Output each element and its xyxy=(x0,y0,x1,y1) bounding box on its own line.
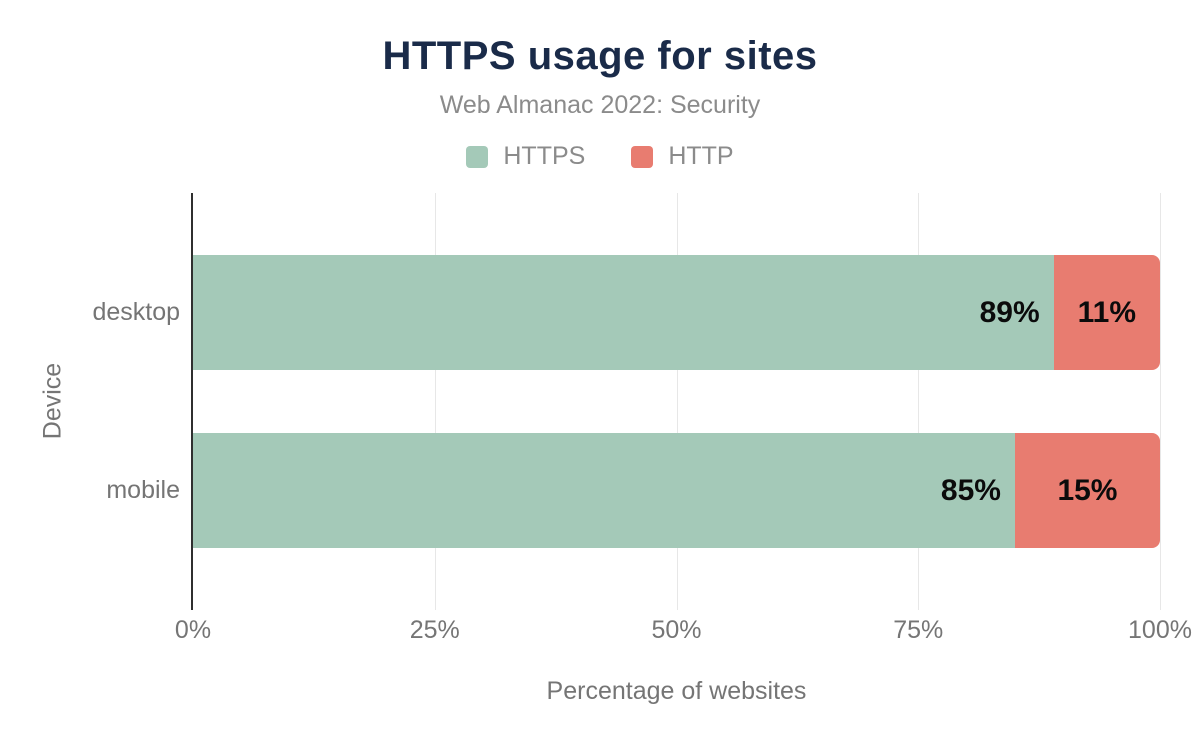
chart-subtitle: Web Almanac 2022: Security xyxy=(439,91,761,119)
legend-label: HTTP xyxy=(668,142,734,170)
bar-value-label: 85% xyxy=(940,473,1001,507)
bar-segment-https-mobile: 85% xyxy=(193,433,1015,548)
gridline xyxy=(676,193,678,610)
bar-value-label: 89% xyxy=(979,295,1040,329)
gridline xyxy=(1160,193,1161,610)
y-axis-title: Device xyxy=(38,362,67,440)
legend-item-http: HTTP xyxy=(631,142,734,171)
plot-area: 89% 11% 85% 15% xyxy=(191,193,1161,610)
y-axis-line xyxy=(191,193,193,610)
x-axis-title: Percentage of websites xyxy=(546,677,807,705)
x-tick-label: 75% xyxy=(893,616,944,644)
category-label-desktop: desktop xyxy=(92,298,180,326)
bar-value-label: 11% xyxy=(1077,295,1136,329)
bar-row-desktop: 89% 11% xyxy=(193,255,1160,370)
bar-row-mobile: 85% 15% xyxy=(193,433,1160,548)
legend: HTTPS HTTP xyxy=(0,142,1200,171)
legend-item-https: HTTPS xyxy=(466,142,585,171)
bar-value-label: 15% xyxy=(1057,473,1118,507)
x-tick-label: 0% xyxy=(174,616,212,644)
bar-segment-http-desktop: 11% xyxy=(1053,255,1160,370)
gridline xyxy=(434,193,436,610)
chart-title: HTTPS usage for sites xyxy=(382,34,818,78)
legend-swatch-http-icon xyxy=(631,145,654,168)
gridline xyxy=(918,193,920,610)
x-tick-label: 25% xyxy=(409,616,460,644)
legend-swatch-https-icon xyxy=(466,145,489,168)
legend-label: HTTPS xyxy=(503,142,586,170)
bar-segment-http-mobile: 15% xyxy=(1014,433,1160,548)
category-label-mobile: mobile xyxy=(106,476,180,504)
bar-segment-https-desktop: 89% xyxy=(193,255,1054,370)
x-tick-label: 50% xyxy=(651,616,702,644)
x-tick-label: 100% xyxy=(1128,616,1192,644)
